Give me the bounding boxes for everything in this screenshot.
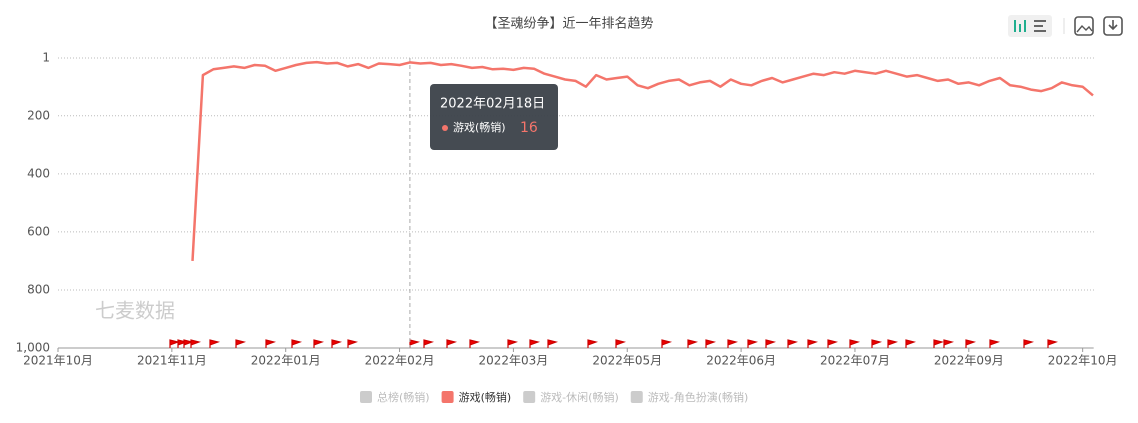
y-tick-label: 600 — [27, 224, 50, 238]
y-tick-label: 1,000 — [16, 341, 50, 355]
event-flag — [1023, 339, 1035, 348]
event-flag — [507, 339, 519, 348]
x-tick-label: 2022年10月 — [1048, 354, 1118, 368]
legend-label: 总榜(畅销) — [377, 390, 430, 404]
y-tick-label: 200 — [27, 108, 50, 122]
y-tick-label: 400 — [27, 166, 50, 180]
event-flag — [827, 339, 839, 348]
event-flag — [331, 339, 343, 348]
legend-label: 游戏-角色扮演(畅销) — [648, 390, 749, 404]
event-flag — [807, 339, 819, 348]
legend-swatch — [630, 391, 643, 403]
event-flag — [409, 339, 421, 348]
event-flag — [687, 339, 699, 348]
event-flag — [661, 339, 673, 348]
watermark: 七麦数据 — [95, 299, 175, 323]
event-flag — [183, 339, 195, 348]
list-icon[interactable] — [1034, 20, 1046, 32]
download-icon[interactable] — [1103, 16, 1123, 36]
legend-swatch — [360, 391, 372, 403]
y-tick-label: 1 — [42, 51, 50, 65]
x-tick-label: 2022年01月 — [251, 354, 321, 368]
event-flag — [705, 339, 717, 348]
image-icon[interactable] — [1074, 16, 1094, 36]
event-flag — [989, 339, 1001, 348]
event-flag — [727, 339, 739, 348]
event-flag — [765, 339, 777, 348]
event-flag — [529, 339, 541, 348]
legend-label: 游戏(畅销) — [459, 390, 512, 404]
event-flag — [933, 339, 945, 348]
download-arrow — [1108, 20, 1118, 31]
event-flag — [905, 339, 917, 348]
event-flag — [1047, 339, 1059, 348]
tooltip-name: 游戏(畅销) — [453, 120, 506, 134]
event-flag — [169, 339, 181, 348]
event-flag — [235, 339, 247, 348]
event-flag — [887, 339, 899, 348]
x-tick-label: 2021年10月 — [23, 354, 93, 368]
x-tick-label: 2022年03月 — [478, 354, 548, 368]
event-flag — [313, 339, 325, 348]
x-tick-label: 2022年06月 — [706, 354, 776, 368]
line-series — [191, 60, 1094, 261]
event-flag — [291, 339, 303, 348]
y-tick-label: 800 — [27, 282, 50, 296]
event-flag — [943, 339, 955, 348]
tooltip-value: 16 — [520, 120, 538, 136]
event-flag — [787, 339, 799, 348]
event-flag — [209, 339, 221, 348]
legend-swatch — [523, 391, 536, 403]
tooltip-bg — [430, 84, 558, 150]
event-flag — [265, 339, 277, 348]
event-flag — [547, 339, 559, 348]
toolbar — [1008, 15, 1123, 37]
event-flag — [423, 339, 435, 348]
x-tick-label: 2021年11月 — [137, 354, 207, 368]
image-icon-mark — [1076, 24, 1093, 33]
legend-label: 游戏-休闲(畅销) — [540, 390, 619, 404]
x-tick-label: 2022年05月 — [592, 354, 662, 368]
event-flag — [446, 339, 458, 348]
event-flag — [615, 339, 627, 348]
event-flag — [965, 339, 977, 348]
bar-icon[interactable] — [1014, 20, 1026, 32]
event-flag — [190, 339, 202, 348]
chart-title: 【圣魂纷争】近一年排名趋势 — [484, 16, 653, 32]
event-flag — [849, 339, 861, 348]
event-flag — [347, 339, 359, 348]
event-flag — [871, 339, 883, 348]
event-flag — [587, 339, 599, 348]
x-tick-label: 2022年02月 — [365, 354, 435, 368]
tooltip-title: 2022年02月18日 — [440, 97, 545, 112]
legend-swatch — [441, 391, 454, 403]
x-tick-label: 2022年09月 — [934, 354, 1004, 368]
tooltip-dot — [442, 125, 448, 131]
event-flag — [469, 339, 481, 348]
event-flag — [747, 339, 759, 348]
x-tick-label: 2022年07月 — [820, 354, 890, 368]
